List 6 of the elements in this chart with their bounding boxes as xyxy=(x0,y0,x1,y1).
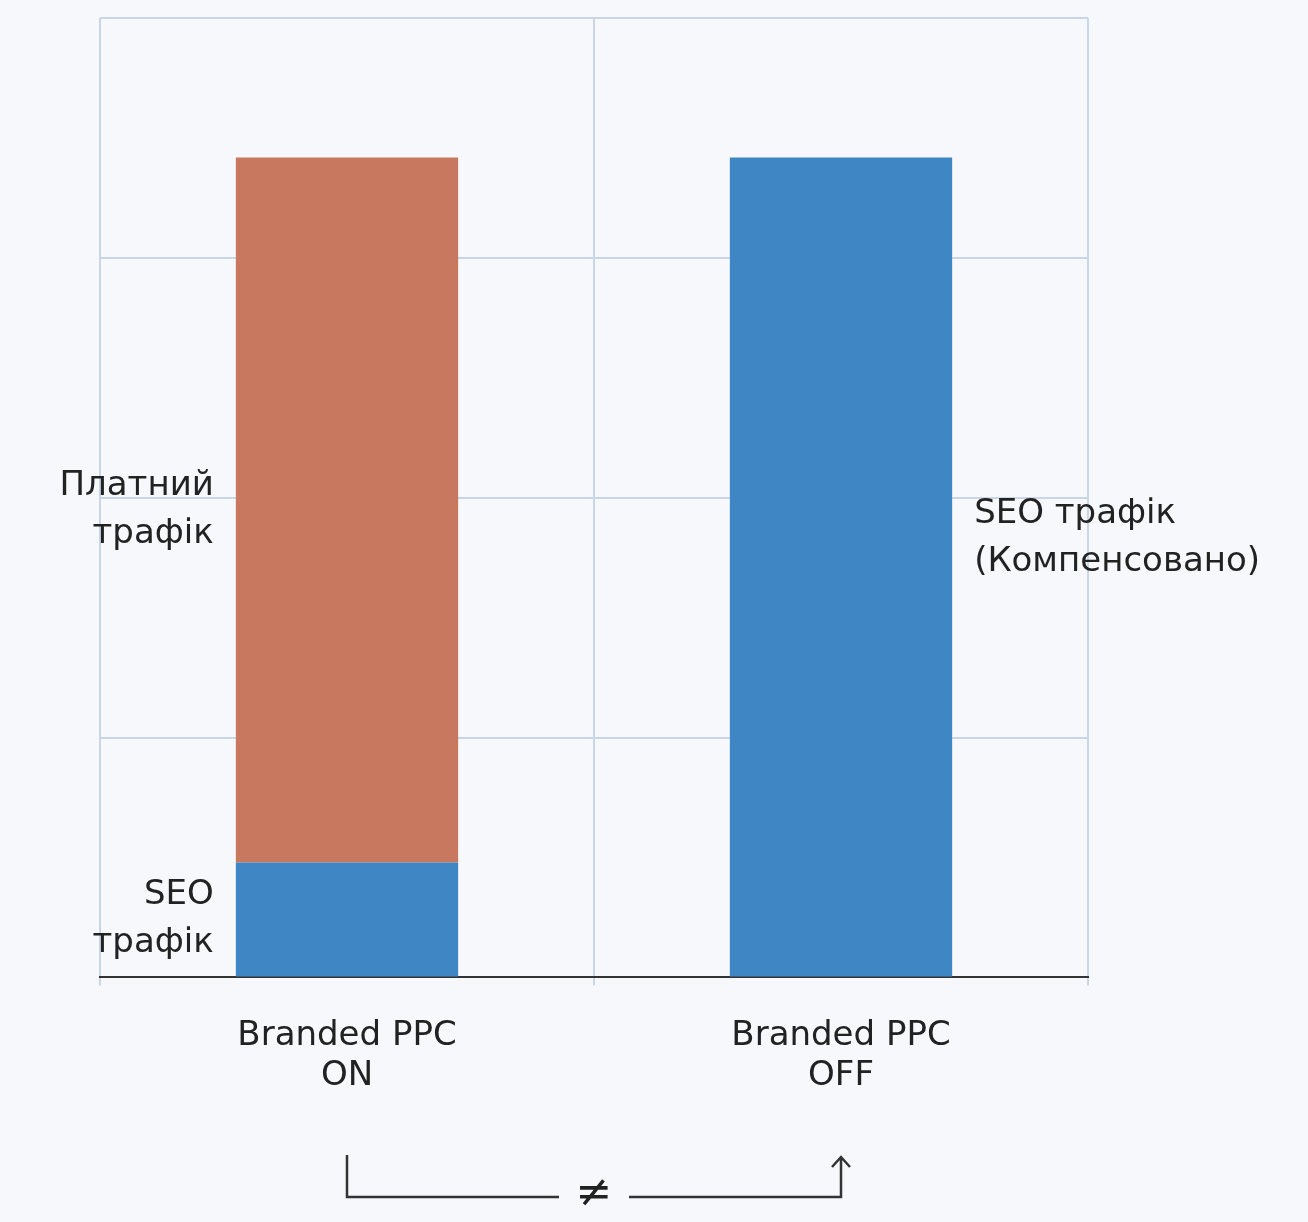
annotation: SEO трафік (Компенсовано) xyxy=(974,490,1261,579)
series-label: SEO трафік xyxy=(92,872,214,961)
series-label: Платний трафік xyxy=(59,462,214,551)
x-tick-label: Branded PPC ON xyxy=(237,1012,457,1094)
text: ≠ xyxy=(575,1165,613,1217)
x-tick-label: Branded PPC OFF xyxy=(731,1012,951,1094)
